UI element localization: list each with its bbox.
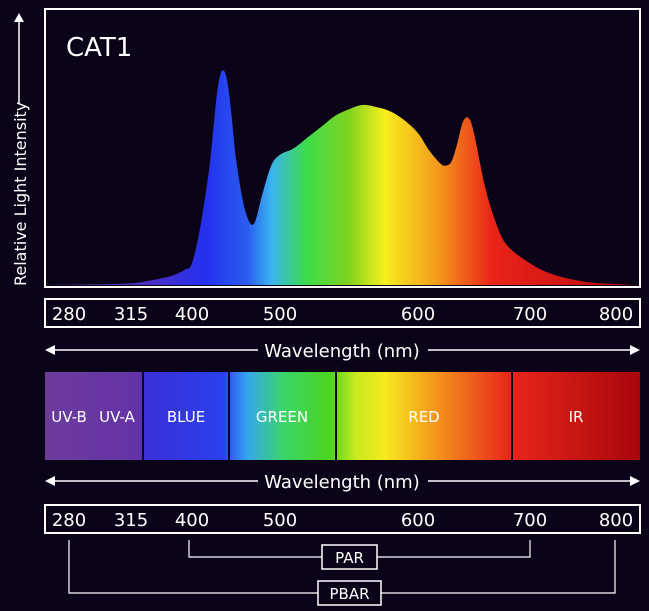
band-label-blue: BLUE [167,408,205,426]
top-tick-label-500: 500 [263,304,297,325]
bottom-tick-box [44,504,641,534]
y-axis-arrow-head [14,13,24,22]
bottom-tick-label-600: 600 [401,510,435,531]
bottom-tick-label-400: 400 [175,510,209,531]
pbar-bracket [68,540,616,606]
band-label-red: RED [408,408,439,426]
top-tick-box [44,298,641,328]
top-tick-labels: 280 315 400 500 600 700 800 [52,304,633,325]
band-label-ir: IR [569,408,584,426]
chart-plot-area [45,70,640,285]
band-labels: UV-B UV-A BLUE GREEN RED IR [51,408,583,426]
par-label: PAR [335,549,364,567]
top-tick-label-700: 700 [513,304,547,325]
bottom-tick-label-800: 800 [599,510,633,531]
bottom-tick-label-500: 500 [263,510,297,531]
pbar-label: PBAR [329,585,369,603]
par-bracket [188,540,531,570]
top-tick-label-315: 315 [114,304,148,325]
bottom-tick-label-280: 280 [52,510,86,531]
spectrum-band-bar [45,372,640,460]
bottom-tick-label-700: 700 [513,510,547,531]
top-wavelength-arrow [45,345,640,355]
bottom-tick-label-315: 315 [114,510,148,531]
top-tick-label-800: 800 [599,304,633,325]
top-tick-label-280: 280 [52,304,86,325]
band-label-uv-b: UV-B [51,408,87,426]
top-tick-label-400: 400 [175,304,209,325]
chart-title: CAT1 [66,33,132,63]
bottom-tick-labels: 280 315 400 500 600 700 800 [52,510,633,531]
y-axis-label: Relative Light Intensity [11,102,30,286]
chart-frame [44,8,641,288]
band-label-green: GREEN [256,408,308,426]
bottom-wavelength-label: Wavelength (nm) [264,472,420,493]
bottom-wavelength-arrow [45,476,640,486]
top-wavelength-label: Wavelength (nm) [264,341,420,362]
band-dividers [142,372,513,460]
spectrum-area [45,70,640,285]
band-label-uv-a: UV-A [99,408,135,426]
top-tick-label-600: 600 [401,304,435,325]
